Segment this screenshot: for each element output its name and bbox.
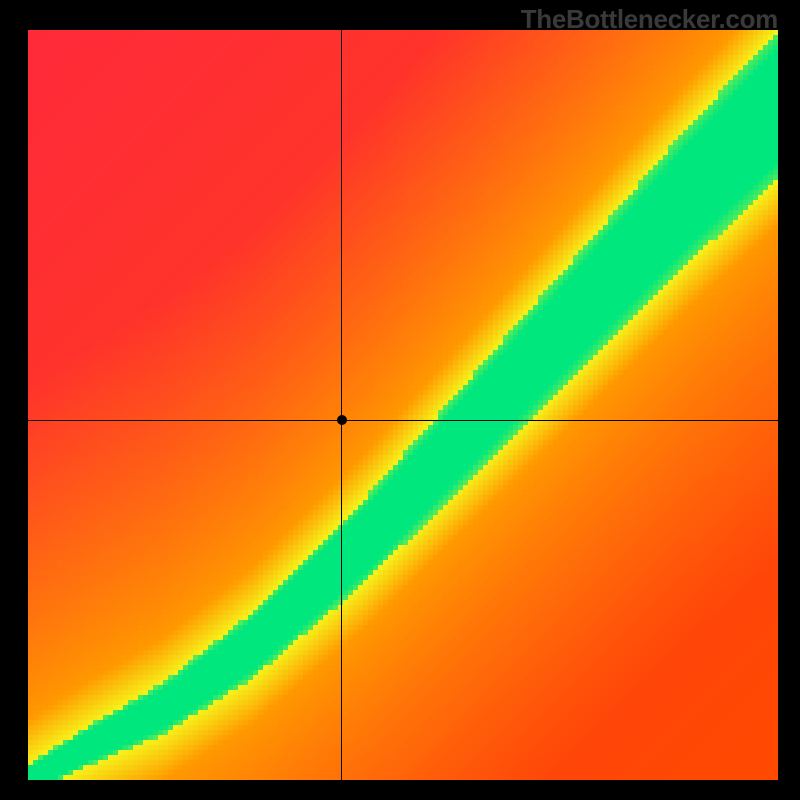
watermark-text: TheBottlenecker.com (521, 4, 778, 35)
crosshair-horizontal (28, 420, 778, 421)
data-point-marker (337, 415, 347, 425)
crosshair-vertical (341, 30, 342, 780)
bottleneck-heatmap (28, 30, 778, 780)
